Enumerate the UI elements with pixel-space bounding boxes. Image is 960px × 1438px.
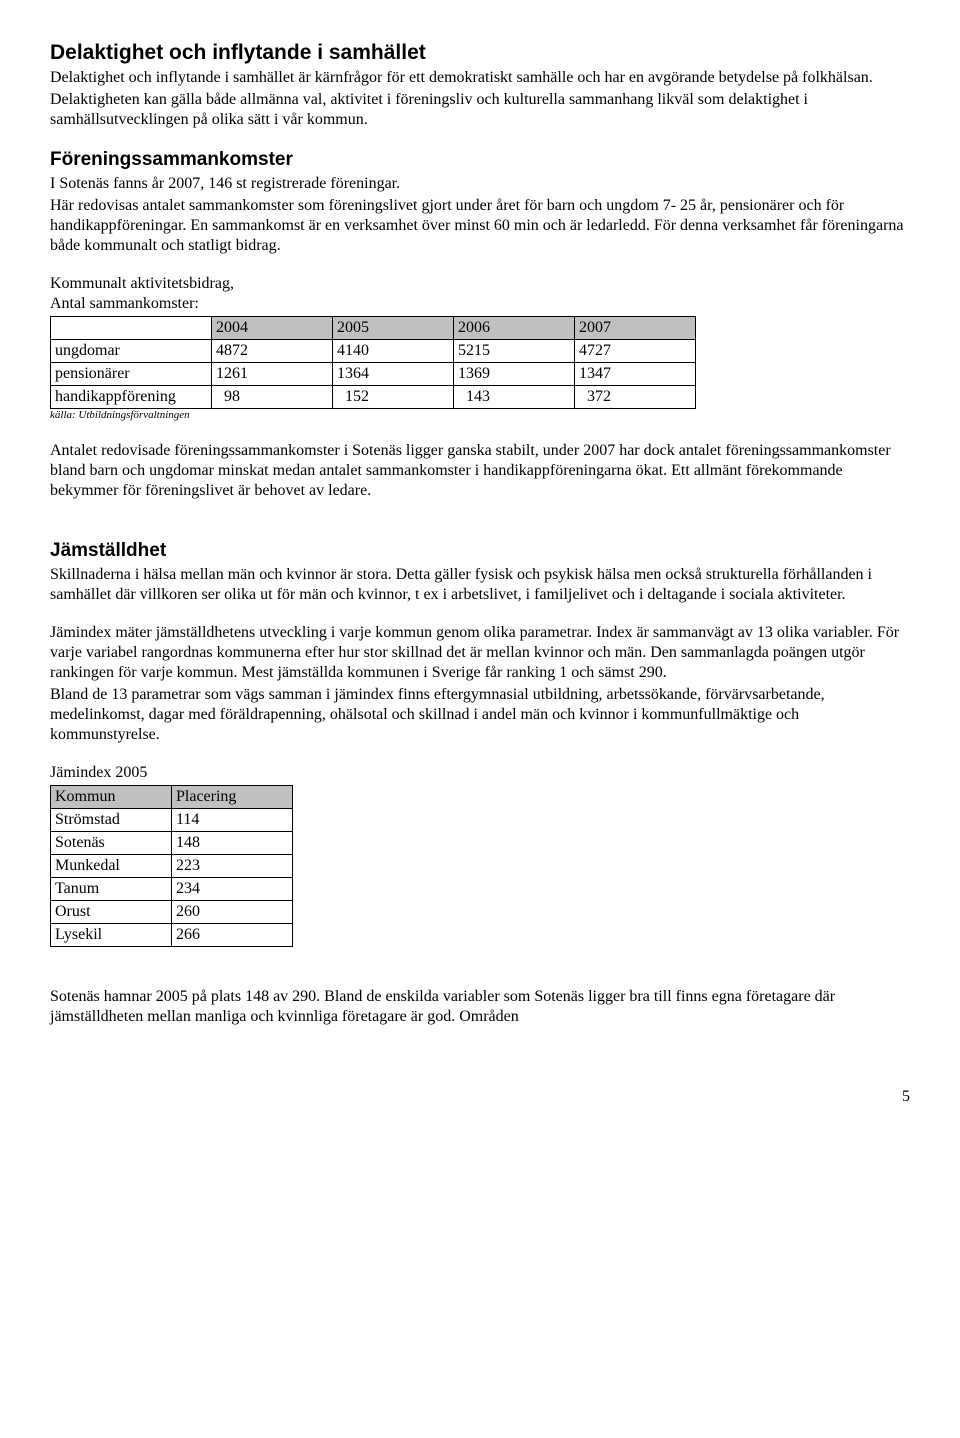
table-header-cell bbox=[51, 317, 212, 340]
table-cell: 114 bbox=[172, 808, 293, 831]
section3-para2: Jämindex mäter jämställdhetens utvecklin… bbox=[50, 623, 910, 683]
table-cell: 223 bbox=[172, 854, 293, 877]
table-cell: 4727 bbox=[575, 340, 696, 363]
table-cell: 98 bbox=[212, 386, 333, 409]
table-cell: 152 bbox=[333, 386, 454, 409]
section1-para2: Delaktigheten kan gälla både allmänna va… bbox=[50, 90, 910, 130]
table-header-cell: 2005 bbox=[333, 317, 454, 340]
table-cell: Munkedal bbox=[51, 854, 172, 877]
table-cell: 148 bbox=[172, 831, 293, 854]
table-jamindex: KommunPlaceringStrömstad114Sotenäs148Mun… bbox=[50, 785, 293, 947]
section1-heading: Delaktighet och inflytande i samhället bbox=[50, 40, 910, 66]
table-cell: Lysekil bbox=[51, 923, 172, 946]
table-cell: Strömstad bbox=[51, 808, 172, 831]
table-cell: 1347 bbox=[575, 363, 696, 386]
table1-intro-line1: Kommunalt aktivitetsbidrag, bbox=[50, 274, 910, 294]
table-cell: Orust bbox=[51, 900, 172, 923]
page-number: 5 bbox=[50, 1087, 910, 1107]
section3-heading: Jämställdhet bbox=[50, 539, 910, 563]
table-cell: 1261 bbox=[212, 363, 333, 386]
table-cell: ungdomar bbox=[51, 340, 212, 363]
section2-para2: Här redovisas antalet sammankomster som … bbox=[50, 196, 910, 256]
table-cell: 266 bbox=[172, 923, 293, 946]
section3-para3: Bland de 13 parametrar som vägs samman i… bbox=[50, 685, 910, 745]
table-header-cell: Placering bbox=[172, 785, 293, 808]
table-header-cell: 2007 bbox=[575, 317, 696, 340]
table-cell: 4872 bbox=[212, 340, 333, 363]
table-cell: 1364 bbox=[333, 363, 454, 386]
table-cell: 5215 bbox=[454, 340, 575, 363]
table-cell: handikappförening bbox=[51, 386, 212, 409]
table-cell: Tanum bbox=[51, 877, 172, 900]
table1-source: källa: Utbildningsförvaltningen bbox=[50, 409, 910, 423]
table-header-cell: Kommun bbox=[51, 785, 172, 808]
table-header-cell: 2006 bbox=[454, 317, 575, 340]
table-cell: Sotenäs bbox=[51, 831, 172, 854]
table-cell: 234 bbox=[172, 877, 293, 900]
section3-para4: Sotenäs hamnar 2005 på plats 148 av 290.… bbox=[50, 987, 910, 1027]
table-cell: pensionärer bbox=[51, 363, 212, 386]
table1-intro-line2: Antal sammankomster: bbox=[50, 294, 910, 314]
table2-title: Jämindex 2005 bbox=[50, 763, 910, 783]
table-cell: 143 bbox=[454, 386, 575, 409]
section2-para3: Antalet redovisade föreningssammankomste… bbox=[50, 441, 910, 501]
section2-heading: Föreningssammankomster bbox=[50, 148, 910, 172]
section3-para1: Skillnaderna i hälsa mellan män och kvin… bbox=[50, 565, 910, 605]
section1-para1: Delaktighet och inflytande i samhället ä… bbox=[50, 68, 910, 88]
table-cell: 372 bbox=[575, 386, 696, 409]
table-cell: 4140 bbox=[333, 340, 454, 363]
table-sammankomster: 2004200520062007 ungdomar4872414052154727… bbox=[50, 316, 696, 409]
section2-para1: I Sotenäs fanns år 2007, 146 st registre… bbox=[50, 174, 910, 194]
table-cell: 1369 bbox=[454, 363, 575, 386]
table-cell: 260 bbox=[172, 900, 293, 923]
table-header-cell: 2004 bbox=[212, 317, 333, 340]
